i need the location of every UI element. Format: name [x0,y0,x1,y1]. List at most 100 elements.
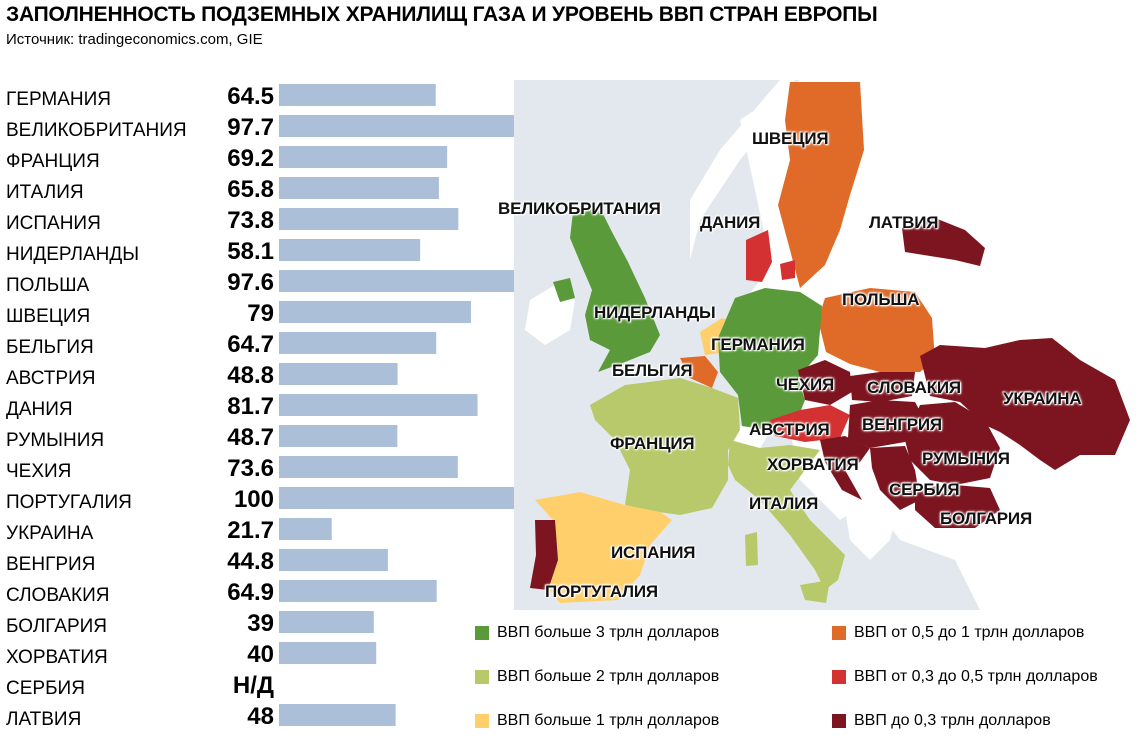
bar-category-label: ЧЕХИЯ [6,461,71,482]
bar [279,456,458,478]
region-slovakia [850,372,915,402]
bar-category-label: БЕЛЬГИЯ [6,337,94,358]
bar-category-label: ВЕНГРИЯ [6,554,95,575]
bar-value-label: 48.7 [227,424,274,451]
region-czechia [798,360,852,405]
legend-swatch [475,626,489,640]
legend-label: ВВП больше 1 трлн долларов [497,712,720,729]
bar-category-label: ВЕЛИКОБРИТАНИЯ [6,120,187,141]
bar [279,270,517,292]
bar-value-label: 64.5 [227,83,274,110]
bar-category-label: УКРАИНА [6,523,94,544]
bar-category-label: ШВЕЦИЯ [6,306,90,327]
legend-swatch [832,714,846,728]
bar [279,115,517,137]
region-ukraine [920,338,1130,470]
bar-value-label: 48.8 [227,362,274,389]
bar-category-label: ХОРВАТИЯ [6,647,108,668]
bar-category-label: ЛАТВИЯ [6,709,81,730]
bar [279,394,478,416]
map-region-label: ХОРВАТИЯ [767,455,859,474]
map-region-label: СЕРБИЯ [889,480,960,499]
bar-value-label: 73.8 [227,207,274,234]
map-region-label: ФРАНЦИЯ [610,434,695,453]
chart-title: ЗАПОЛНЕННОСТЬ ПОДЗЕМНЫХ ХРАНИЛИЩ ГАЗА И … [6,3,878,26]
bar [279,208,459,230]
bar [279,549,388,571]
region-bulgaria [915,485,1000,528]
legend-item: ВВП от 0,3 до 0,5 трлн долларов [832,668,1098,686]
region-sweden [778,82,864,288]
chart-source: Источник: tradingeconomics.com, GIE [6,31,263,48]
bar-category-label: РУМЫНИЯ [6,430,104,451]
region-croatia [820,436,870,500]
map-region-label: СЛОВАКИЯ [867,378,961,397]
region-hungary [848,400,925,448]
region-germany [718,288,822,430]
legend-swatch [475,670,489,684]
bar-value-label: 58.1 [227,238,274,265]
region-france [590,378,740,515]
bar-value-label: 69.2 [227,145,274,172]
bar [279,518,332,540]
bar-value-label: 40 [247,641,274,668]
bar [279,146,448,168]
bar-chart: ГЕРМАНИЯ 64.5 ВЕЛИКОБРИТАНИЯ 97.7 ФРАНЦИЯ 69.… [6,83,522,730]
map-region-label: УКРАИНА [1003,389,1082,408]
bar-category-label: БОЛГАРИЯ [6,616,107,637]
legend-label: ВВП больше 3 трлн долларов [497,624,720,641]
bar-category-label: ПОРТУГАЛИЯ [6,492,132,513]
bar-value-label: 73.6 [227,455,274,482]
map-region-label: ЛАТВИЯ [869,213,939,232]
bar-category-label: ФРАНЦИЯ [6,151,100,172]
bar-value-label: 44.8 [227,548,274,575]
region-poland [818,288,935,372]
bar [279,363,398,385]
bar [279,332,437,354]
land-norway [690,80,795,260]
map-region-label: РУМЫНИЯ [922,449,1010,468]
bar-value-label: 64.7 [227,331,274,358]
region-denmark-isle [780,260,795,280]
legend-item: ВВП до 0,3 трлн долларов [832,712,1051,730]
legend-swatch [475,714,489,728]
bar-value-label: 65.8 [227,176,274,203]
bar-value-label: 100 [234,486,274,513]
bar-category-label: ДАНИЯ [6,399,73,420]
region-italy [728,440,845,590]
map-region-label: ИСПАНИЯ [611,543,696,562]
bar-value-label: 97.7 [227,114,274,141]
legend-swatch [832,670,846,684]
bar-category-label: АВСТРИЯ [6,368,95,389]
region-spain [535,492,672,603]
map-region-label: ШВЕЦИЯ [752,129,829,148]
bar [279,177,439,199]
bar-value-label: 48 [247,703,274,730]
map-region-label: ДАНИЯ [700,213,761,232]
map-region-label: НИДЕРЛАНДЫ [594,303,716,322]
bar-value-label: 79 [247,300,274,327]
bar-category-label: ГЕРМАНИЯ [6,89,111,110]
legend-label: ВВП от 0,5 до 1 трлн долларов [854,624,1085,641]
bar [279,301,471,323]
region-italy-sicily [800,580,830,603]
bar [279,611,374,633]
region-italy-sardinia [745,532,758,566]
bar [279,704,396,726]
region-belgium [680,356,718,388]
legend-item: ВВП больше 3 трлн долларов [475,624,719,642]
bar-category-label: ИСПАНИЯ [6,213,101,234]
map-region-label: ГЕРМАНИЯ [711,335,805,354]
map-region-label: ВЕНГРИЯ [862,415,942,434]
bar-category-label: СЛОВАКИЯ [6,585,110,606]
region-uk [570,208,660,372]
map-svg [514,80,1147,610]
legend-swatch [832,626,846,640]
legend-label: ВВП больше 2 трлн долларов [497,668,720,685]
bar-category-label: ПОЛЬША [6,275,90,296]
legend-item: ВВП от 0,5 до 1 трлн долларов [832,624,1084,642]
map-region-label: АВСТРИЯ [749,420,830,439]
legend: ВВП больше 3 трлн долларов ВВП от 0,5 до… [474,622,1147,739]
bar [279,239,421,261]
bar [279,642,377,664]
